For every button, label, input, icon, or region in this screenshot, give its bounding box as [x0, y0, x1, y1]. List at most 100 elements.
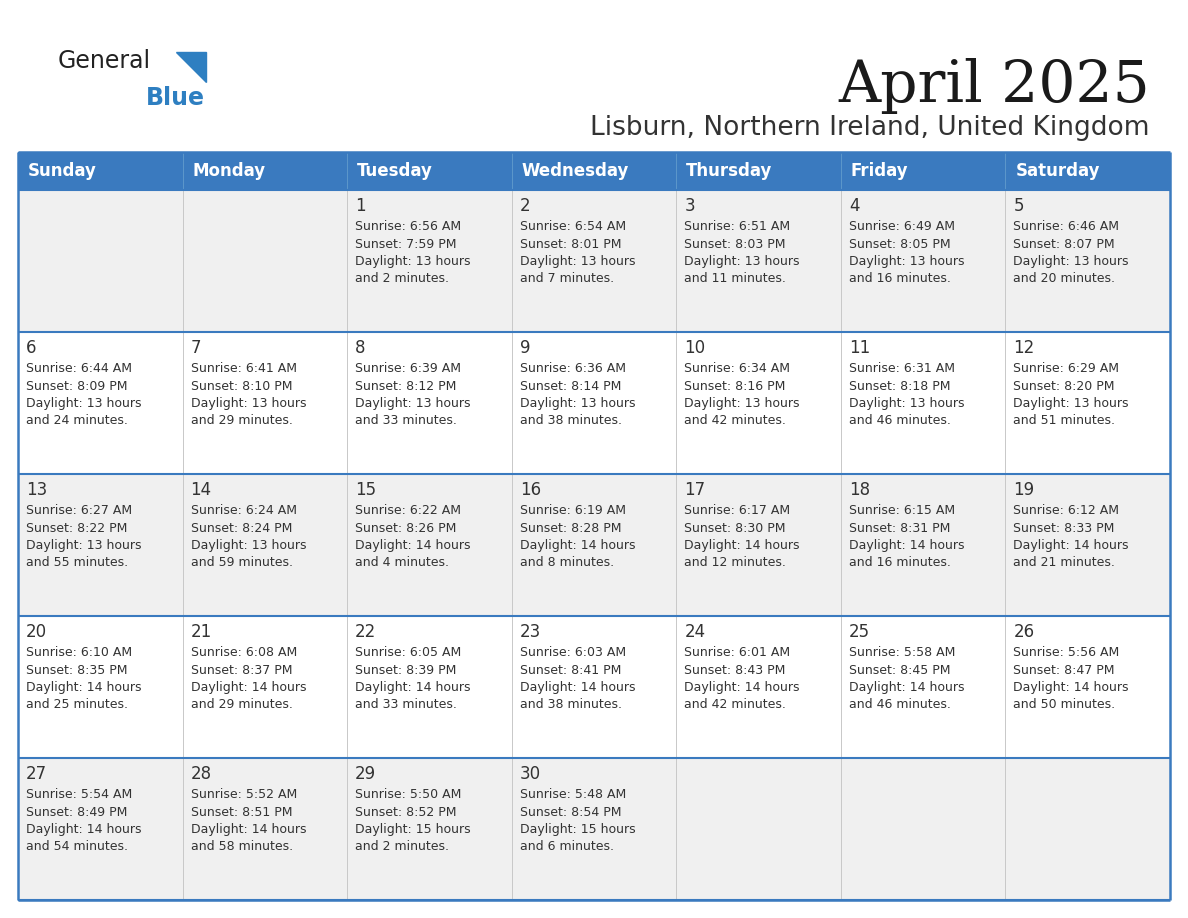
- Text: Daylight: 14 hours: Daylight: 14 hours: [190, 681, 307, 694]
- Text: Saturday: Saturday: [1016, 162, 1100, 180]
- Text: Sunset: 8:05 PM: Sunset: 8:05 PM: [849, 238, 950, 251]
- Text: Sunrise: 6:44 AM: Sunrise: 6:44 AM: [26, 362, 132, 375]
- Text: Sunrise: 6:36 AM: Sunrise: 6:36 AM: [519, 362, 626, 375]
- Text: Sunrise: 5:58 AM: Sunrise: 5:58 AM: [849, 646, 955, 659]
- Text: Daylight: 13 hours: Daylight: 13 hours: [1013, 397, 1129, 410]
- Text: Sunday: Sunday: [29, 162, 97, 180]
- Text: Sunrise: 6:31 AM: Sunrise: 6:31 AM: [849, 362, 955, 375]
- Text: Sunset: 8:01 PM: Sunset: 8:01 PM: [519, 238, 621, 251]
- Text: Sunrise: 6:24 AM: Sunrise: 6:24 AM: [190, 504, 297, 517]
- Text: Monday: Monday: [192, 162, 266, 180]
- Text: Daylight: 13 hours: Daylight: 13 hours: [355, 397, 470, 410]
- Text: and 4 minutes.: and 4 minutes.: [355, 556, 449, 569]
- Text: Sunrise: 6:27 AM: Sunrise: 6:27 AM: [26, 504, 132, 517]
- Text: and 55 minutes.: and 55 minutes.: [26, 556, 128, 569]
- Text: and 24 minutes.: and 24 minutes.: [26, 415, 128, 428]
- Text: Daylight: 13 hours: Daylight: 13 hours: [190, 397, 307, 410]
- Text: Sunset: 8:16 PM: Sunset: 8:16 PM: [684, 379, 785, 393]
- Text: Sunset: 8:49 PM: Sunset: 8:49 PM: [26, 805, 127, 819]
- Text: 6: 6: [26, 339, 37, 357]
- Text: 17: 17: [684, 481, 706, 499]
- Text: Sunset: 8:03 PM: Sunset: 8:03 PM: [684, 238, 785, 251]
- Text: Sunrise: 6:29 AM: Sunrise: 6:29 AM: [1013, 362, 1119, 375]
- Text: and 6 minutes.: and 6 minutes.: [519, 841, 614, 854]
- Text: Sunset: 8:41 PM: Sunset: 8:41 PM: [519, 664, 621, 677]
- Text: Daylight: 13 hours: Daylight: 13 hours: [849, 397, 965, 410]
- Text: and 11 minutes.: and 11 minutes.: [684, 273, 786, 285]
- Text: 27: 27: [26, 765, 48, 783]
- Text: Tuesday: Tuesday: [358, 162, 432, 180]
- Text: Sunset: 8:14 PM: Sunset: 8:14 PM: [519, 379, 621, 393]
- Text: 25: 25: [849, 623, 870, 641]
- Text: Daylight: 14 hours: Daylight: 14 hours: [26, 681, 141, 694]
- Text: Friday: Friday: [851, 162, 909, 180]
- Text: 26: 26: [1013, 623, 1035, 641]
- Text: Sunrise: 6:15 AM: Sunrise: 6:15 AM: [849, 504, 955, 517]
- Text: Daylight: 14 hours: Daylight: 14 hours: [849, 681, 965, 694]
- Text: Thursday: Thursday: [687, 162, 772, 180]
- Text: and 46 minutes.: and 46 minutes.: [849, 699, 950, 711]
- Text: Lisburn, Northern Ireland, United Kingdom: Lisburn, Northern Ireland, United Kingdo…: [590, 115, 1150, 141]
- Text: 1: 1: [355, 197, 366, 215]
- Text: Sunset: 8:28 PM: Sunset: 8:28 PM: [519, 521, 621, 534]
- Text: and 8 minutes.: and 8 minutes.: [519, 556, 614, 569]
- Text: Sunset: 8:24 PM: Sunset: 8:24 PM: [190, 521, 292, 534]
- Text: 28: 28: [190, 765, 211, 783]
- Text: Sunrise: 6:03 AM: Sunrise: 6:03 AM: [519, 646, 626, 659]
- Text: 30: 30: [519, 765, 541, 783]
- Text: Sunrise: 6:05 AM: Sunrise: 6:05 AM: [355, 646, 461, 659]
- Text: Sunset: 8:18 PM: Sunset: 8:18 PM: [849, 379, 950, 393]
- Text: Sunset: 8:09 PM: Sunset: 8:09 PM: [26, 379, 127, 393]
- Bar: [18, 332, 1170, 474]
- Bar: [18, 474, 1170, 616]
- Text: 12: 12: [1013, 339, 1035, 357]
- Text: 9: 9: [519, 339, 530, 357]
- Text: and 29 minutes.: and 29 minutes.: [190, 415, 292, 428]
- Text: and 7 minutes.: and 7 minutes.: [519, 273, 614, 285]
- Text: General: General: [58, 49, 151, 73]
- Text: 24: 24: [684, 623, 706, 641]
- Bar: [18, 152, 1170, 900]
- Text: Sunset: 8:26 PM: Sunset: 8:26 PM: [355, 521, 456, 534]
- Text: Sunrise: 6:01 AM: Sunrise: 6:01 AM: [684, 646, 790, 659]
- Text: and 46 minutes.: and 46 minutes.: [849, 415, 950, 428]
- Text: Daylight: 13 hours: Daylight: 13 hours: [684, 397, 800, 410]
- Text: Sunrise: 6:54 AM: Sunrise: 6:54 AM: [519, 220, 626, 233]
- Text: Daylight: 14 hours: Daylight: 14 hours: [1013, 681, 1129, 694]
- Text: and 51 minutes.: and 51 minutes.: [1013, 415, 1116, 428]
- Text: Daylight: 15 hours: Daylight: 15 hours: [519, 823, 636, 836]
- Text: and 16 minutes.: and 16 minutes.: [849, 273, 950, 285]
- Text: Sunrise: 5:52 AM: Sunrise: 5:52 AM: [190, 788, 297, 801]
- Text: Sunset: 8:51 PM: Sunset: 8:51 PM: [190, 805, 292, 819]
- Text: Sunset: 8:45 PM: Sunset: 8:45 PM: [849, 664, 950, 677]
- Polygon shape: [176, 52, 206, 82]
- Text: Sunset: 7:59 PM: Sunset: 7:59 PM: [355, 238, 456, 251]
- Text: and 20 minutes.: and 20 minutes.: [1013, 273, 1116, 285]
- Text: Sunset: 8:20 PM: Sunset: 8:20 PM: [1013, 379, 1114, 393]
- Text: Sunrise: 6:10 AM: Sunrise: 6:10 AM: [26, 646, 132, 659]
- Text: Daylight: 13 hours: Daylight: 13 hours: [684, 255, 800, 268]
- Text: Sunrise: 6:49 AM: Sunrise: 6:49 AM: [849, 220, 955, 233]
- Text: Sunrise: 6:46 AM: Sunrise: 6:46 AM: [1013, 220, 1119, 233]
- Text: Daylight: 14 hours: Daylight: 14 hours: [519, 539, 636, 552]
- Text: Daylight: 14 hours: Daylight: 14 hours: [684, 681, 800, 694]
- Text: and 2 minutes.: and 2 minutes.: [355, 841, 449, 854]
- Text: Sunset: 8:33 PM: Sunset: 8:33 PM: [1013, 521, 1114, 534]
- Text: 23: 23: [519, 623, 541, 641]
- Text: Sunset: 8:12 PM: Sunset: 8:12 PM: [355, 379, 456, 393]
- Text: 22: 22: [355, 623, 377, 641]
- Text: Sunset: 8:07 PM: Sunset: 8:07 PM: [1013, 238, 1116, 251]
- Text: Sunrise: 6:34 AM: Sunrise: 6:34 AM: [684, 362, 790, 375]
- Bar: [18, 758, 1170, 900]
- Text: and 12 minutes.: and 12 minutes.: [684, 556, 786, 569]
- Text: and 58 minutes.: and 58 minutes.: [190, 841, 292, 854]
- Text: Sunrise: 5:54 AM: Sunrise: 5:54 AM: [26, 788, 132, 801]
- Text: 21: 21: [190, 623, 211, 641]
- Text: Daylight: 13 hours: Daylight: 13 hours: [1013, 255, 1129, 268]
- Text: Sunrise: 6:22 AM: Sunrise: 6:22 AM: [355, 504, 461, 517]
- Text: 11: 11: [849, 339, 870, 357]
- Text: Daylight: 13 hours: Daylight: 13 hours: [849, 255, 965, 268]
- Text: 4: 4: [849, 197, 859, 215]
- Text: Sunrise: 5:48 AM: Sunrise: 5:48 AM: [519, 788, 626, 801]
- Text: and 29 minutes.: and 29 minutes.: [190, 699, 292, 711]
